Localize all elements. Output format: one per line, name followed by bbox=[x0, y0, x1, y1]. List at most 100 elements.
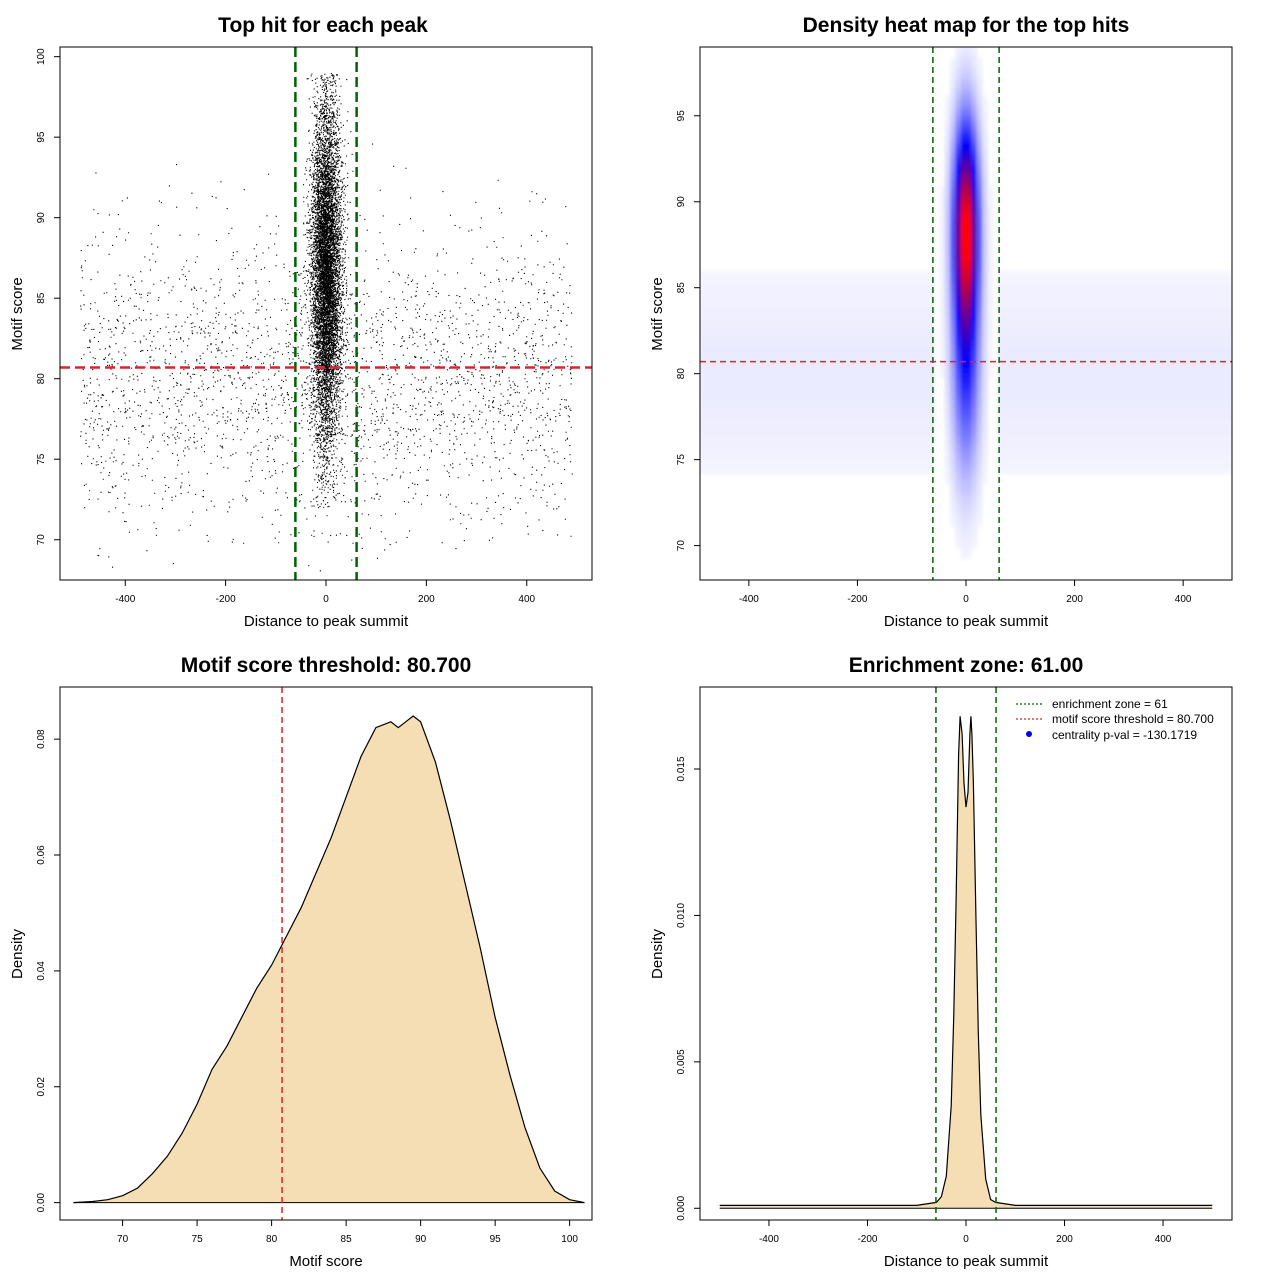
heatmap-cell bbox=[960, 110, 967, 117]
heatmap-cell bbox=[896, 286, 903, 293]
heatmap-cell bbox=[960, 510, 967, 517]
heatmap-cell bbox=[1024, 430, 1031, 437]
heatmap-cell bbox=[848, 393, 855, 400]
heatmap-cell bbox=[854, 393, 861, 400]
heatmap-cell bbox=[1114, 436, 1121, 443]
heatmap-cell bbox=[1088, 334, 1095, 341]
heatmap-cell bbox=[1077, 350, 1084, 357]
heatmap-cell bbox=[1226, 414, 1232, 421]
heatmap-cell bbox=[1104, 404, 1111, 411]
heatmap-cell bbox=[785, 441, 792, 448]
heatmap-cell bbox=[1056, 372, 1063, 379]
heatmap-cell bbox=[1178, 409, 1185, 416]
heatmap-cell bbox=[928, 340, 935, 347]
heatmap-cell bbox=[785, 276, 792, 283]
heatmap-cell bbox=[1226, 318, 1232, 325]
chart-title: Enrichment zone: 61.00 bbox=[849, 654, 1084, 677]
heatmap-cell bbox=[817, 324, 823, 331]
heatmap-cell bbox=[944, 100, 951, 107]
heatmap-cell bbox=[960, 494, 967, 501]
heatmap-cell bbox=[976, 265, 983, 272]
heatmap-cell bbox=[987, 292, 994, 299]
heatmap-cell bbox=[1205, 393, 1212, 400]
heatmap-cell bbox=[880, 393, 887, 400]
heatmap-cell bbox=[891, 276, 898, 283]
heatmap-cell bbox=[827, 286, 834, 293]
heatmap-cell bbox=[1061, 430, 1068, 437]
heatmap-cell bbox=[960, 334, 967, 341]
heatmap-cell bbox=[981, 356, 988, 363]
heatmap-cell bbox=[976, 494, 983, 501]
heatmap-cell bbox=[795, 393, 802, 400]
heatmap-cell bbox=[966, 126, 972, 133]
heatmap-cell bbox=[1029, 281, 1036, 288]
heatmap-cell bbox=[806, 308, 813, 315]
heatmap-cell bbox=[1226, 441, 1232, 448]
heatmap-cell bbox=[976, 324, 983, 331]
heatmap-cell bbox=[1099, 356, 1105, 363]
heatmap-cell bbox=[854, 404, 861, 411]
heatmap-cell bbox=[1083, 302, 1089, 309]
heatmap-cell bbox=[955, 345, 962, 352]
heatmap-cell bbox=[976, 329, 983, 336]
heatmap-cell bbox=[1040, 292, 1047, 299]
heatmap-cell bbox=[1067, 340, 1073, 347]
heatmap-cell bbox=[1045, 361, 1052, 368]
heatmap-cell bbox=[923, 345, 930, 352]
heatmap-cell bbox=[843, 452, 850, 459]
heatmap-cell bbox=[1194, 457, 1201, 464]
heatmap-cell bbox=[785, 361, 792, 368]
heatmap-cell bbox=[886, 409, 893, 416]
heatmap-cell bbox=[1141, 398, 1148, 405]
heatmap-cell bbox=[1040, 340, 1047, 347]
heatmap-cell bbox=[1024, 446, 1031, 453]
heatmap-cell bbox=[1130, 414, 1137, 421]
heatmap-cell bbox=[854, 452, 861, 459]
heatmap-cell bbox=[1061, 441, 1068, 448]
heatmap-cell bbox=[1136, 350, 1143, 357]
heatmap-cell bbox=[918, 361, 925, 368]
heatmap-cell bbox=[1130, 398, 1137, 405]
heatmap-cell bbox=[854, 377, 861, 384]
heatmap-cell bbox=[710, 452, 717, 459]
heatmap-cell bbox=[928, 276, 935, 283]
heatmap-cell bbox=[1136, 340, 1143, 347]
heatmap-cell bbox=[737, 382, 744, 389]
heatmap-cell bbox=[971, 238, 978, 245]
heatmap-cell bbox=[1146, 361, 1153, 368]
heatmap-cell bbox=[1040, 324, 1047, 331]
heatmap-cell bbox=[1189, 409, 1196, 416]
heatmap-cell bbox=[918, 292, 925, 299]
heatmap-cell bbox=[976, 361, 983, 368]
heatmap-cell bbox=[966, 436, 972, 443]
heatmap-cell bbox=[976, 62, 983, 69]
heatmap-cell bbox=[928, 313, 935, 320]
heatmap-cell bbox=[987, 281, 994, 288]
heatmap-cell bbox=[886, 334, 893, 341]
heatmap-cell bbox=[1088, 329, 1095, 336]
heatmap-cell bbox=[833, 446, 839, 453]
heatmap-cell bbox=[1146, 340, 1153, 347]
heatmap-cell bbox=[769, 356, 776, 363]
heatmap-cell bbox=[1104, 468, 1111, 474]
heatmap-cell bbox=[1040, 276, 1047, 283]
heatmap-cell bbox=[976, 302, 983, 309]
heatmap-cell bbox=[859, 398, 866, 405]
heatmap-cell bbox=[1157, 292, 1164, 299]
heatmap-cell bbox=[843, 324, 850, 331]
heatmap-cell bbox=[737, 350, 744, 357]
heatmap-cell bbox=[817, 404, 823, 411]
heatmap-cell bbox=[875, 425, 882, 432]
heatmap-cell bbox=[1130, 409, 1137, 416]
heatmap-cell bbox=[753, 430, 760, 437]
heatmap-cell bbox=[870, 436, 877, 443]
heatmap-cell bbox=[1162, 313, 1169, 320]
heatmap-cell bbox=[966, 313, 972, 320]
heatmap-cell bbox=[753, 436, 760, 443]
heatmap-cell bbox=[1216, 313, 1222, 320]
heatmap-cell bbox=[753, 409, 760, 416]
heatmap-cell bbox=[1083, 420, 1089, 427]
heatmap-cell bbox=[710, 318, 717, 325]
heatmap-cell bbox=[976, 404, 983, 411]
heatmap-cell bbox=[833, 404, 839, 411]
